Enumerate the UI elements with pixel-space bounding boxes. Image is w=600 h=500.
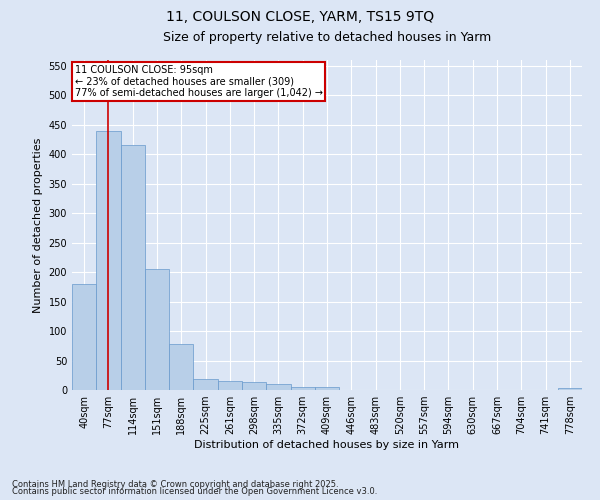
Text: Contains public sector information licensed under the Open Government Licence v3: Contains public sector information licen… <box>12 488 377 496</box>
Title: Size of property relative to detached houses in Yarm: Size of property relative to detached ho… <box>163 30 491 44</box>
Bar <box>72 284 96 390</box>
Bar <box>193 380 218 390</box>
X-axis label: Distribution of detached houses by size in Yarm: Distribution of detached houses by size … <box>194 440 460 450</box>
Bar <box>558 388 582 390</box>
Bar <box>290 387 315 390</box>
Bar <box>218 381 242 390</box>
Bar <box>266 384 290 390</box>
Text: Contains HM Land Registry data © Crown copyright and database right 2025.: Contains HM Land Registry data © Crown c… <box>12 480 338 489</box>
Y-axis label: Number of detached properties: Number of detached properties <box>33 138 43 312</box>
Text: 11 COULSON CLOSE: 95sqm
← 23% of detached houses are smaller (309)
77% of semi-d: 11 COULSON CLOSE: 95sqm ← 23% of detache… <box>74 65 323 98</box>
Bar <box>315 387 339 390</box>
Text: 11, COULSON CLOSE, YARM, TS15 9TQ: 11, COULSON CLOSE, YARM, TS15 9TQ <box>166 10 434 24</box>
Bar <box>242 382 266 390</box>
Bar <box>96 130 121 390</box>
Bar <box>169 344 193 390</box>
Bar <box>145 269 169 390</box>
Bar <box>121 146 145 390</box>
